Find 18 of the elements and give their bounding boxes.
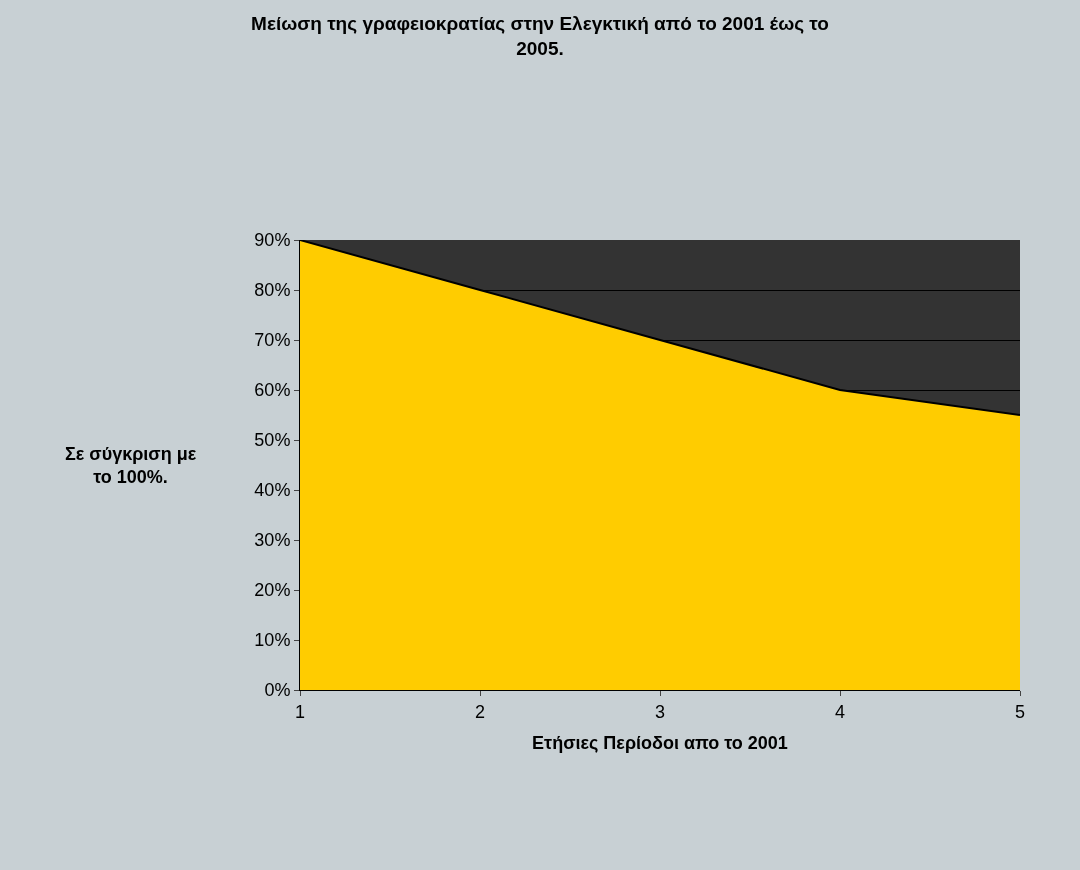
- y-tick-label: 30%: [254, 530, 291, 551]
- x-tick-label: 1: [294, 701, 306, 722]
- x-tick-label: 4: [834, 701, 846, 722]
- y-tick-label: 40%: [254, 480, 291, 501]
- y-tick-label: 70%: [254, 330, 291, 351]
- x-tick-label: 2: [474, 701, 486, 722]
- y-tick-label: 50%: [254, 430, 291, 451]
- y-axis-title: Σε σύγκριση με το 100%.: [65, 444, 197, 488]
- y-tick-label: 10%: [254, 630, 291, 651]
- y-tick-label: 0%: [264, 680, 291, 701]
- x-axis-title: Ετήσιες Περίοδοι απο το 2001: [532, 732, 788, 753]
- chart-title: Μείωση της γραφειοκρατίας στην Ελεγκτική από το 2001 έως το 2005.: [251, 13, 829, 60]
- y-tick-label: 90%: [254, 230, 291, 251]
- y-tick-label: 60%: [254, 380, 291, 401]
- x-tick-label: 5: [1014, 701, 1026, 722]
- y-tick-label: 80%: [254, 280, 291, 301]
- x-tick-label: 3: [654, 701, 666, 722]
- y-tick-label: 20%: [254, 580, 291, 601]
